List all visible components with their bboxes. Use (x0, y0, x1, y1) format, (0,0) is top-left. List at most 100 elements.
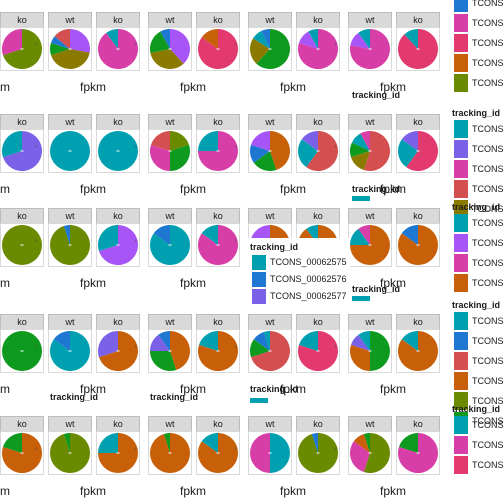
cell-r3-c1-x-axis-label: fpkm (80, 382, 107, 396)
right-legend-3-label-1: TCONS (472, 336, 504, 346)
right-legend-3-label-3: TCONS (472, 376, 504, 386)
small-tracking-title-0: tracking_id (352, 90, 401, 100)
cell-r0-c1-wt-pie-slice-0 (70, 29, 91, 53)
cell-r3-c3-wt-plot-frame (248, 329, 292, 373)
right-legend-3-swatch-2 (454, 352, 468, 370)
right-legend-3-title: tracking_id (452, 300, 501, 310)
cell-r4-c1-ko-pie (98, 433, 138, 473)
floating-legend-swatch-1 (252, 272, 266, 287)
cell-r2-c0-ko-plot-frame (0, 223, 44, 267)
cell-r2-c3-wt-strip-label: wt (248, 208, 292, 224)
right-legend-2-label-3: TCONS (472, 278, 504, 288)
cell-r0-c4-ko-plot-frame (396, 27, 440, 71)
cell-r4-c4-wt-pie-slice-2 (353, 433, 370, 453)
cell-r1-c0-ko-pie (2, 131, 43, 171)
cell-r2-c1-wt-strip-label: wt (48, 208, 92, 224)
cell-r4-c2-wt-strip-label: wt (148, 416, 192, 432)
cell-r0-c2-ko-pie (197, 29, 238, 69)
right-legend-4-swatch-1 (454, 436, 468, 454)
cell-r0-c2-ko-plot-frame (196, 27, 240, 71)
cell-r4-c3-wt-plot-frame (248, 431, 292, 475)
cell-r1-c3-ko-pie-slice-0 (306, 131, 338, 171)
cell-r3-c0-ko-panel: ko (0, 314, 44, 374)
cell-r3-c2-ko-pie (198, 331, 239, 371)
cell-r1-c3-ko-panel: ko (296, 114, 340, 174)
cell-r2-c2-wt-pie (149, 225, 190, 265)
cell-r3-c3-wt-pie-slice-2 (253, 331, 270, 351)
right-legend-1-title: tracking_id (452, 108, 501, 118)
cell-r4-c0-ko-panel: ko (0, 416, 44, 476)
cell-r0-c3-ko-panel: ko (296, 12, 340, 72)
cell-r0-c1-ko-strip-label: ko (96, 12, 140, 28)
cell-r1-c2-ko-strip-label: ko (196, 114, 240, 130)
right-legend-0-swatch-2 (454, 34, 468, 52)
right-legend-2-label-1: TCONS (472, 238, 504, 248)
cell-r1-c4-ko-pie (397, 131, 438, 171)
cell-r4-c3-ko-strip-label: ko (296, 416, 340, 432)
cell-r1-c2-wt-pie-slice-2 (150, 144, 170, 171)
cell-r2-c4-ko-pie-slice-1 (401, 225, 418, 245)
cell-r2-c4-x-axis-label: fpkm (380, 276, 407, 290)
cell-r1-c3-wt-panel: wt (248, 114, 292, 174)
cell-r1-c4-wt-strip-label: wt (348, 114, 392, 130)
cell-r3-c0-ko-plot-frame (0, 329, 44, 373)
cell-r3-c4-x-axis-label: fpkm (380, 382, 407, 396)
cell-r1-c4-wt-plot-frame (348, 129, 392, 173)
cell-r4-c3-ko-pie (298, 433, 339, 473)
cell-r0-c2-wt-plot-frame (148, 27, 192, 71)
cell-r4-c2-wt-panel: wt (148, 416, 192, 476)
cell-r1-c2-wt-panel: wt (148, 114, 192, 174)
cell-r0-c2-wt-pie-slice-3 (160, 28, 170, 49)
cell-r1-c3-ko-pie-slice-1 (297, 139, 318, 168)
cell-r3-c4-wt-strip-label: wt (348, 314, 392, 330)
cell-r0-c2-ko-panel: ko (196, 12, 240, 72)
cell-r4-c2-wt-plot-frame (148, 431, 192, 475)
cell-r2-c4-ko-strip-label: ko (396, 208, 440, 224)
cell-r2-c2-x-axis-label: fpkm (180, 276, 207, 290)
cell-r1-c0-ko-strip-label: ko (0, 114, 44, 130)
cell-r0-c4-ko-strip-label: ko (396, 12, 440, 28)
cell-r0-c0-ko-panel: ko (0, 12, 44, 72)
cell-r3-c2-ko-pie-slice-1 (198, 331, 218, 351)
cell-r3-c2-wt-pie-slice-0 (170, 331, 190, 371)
cell-r4-c3-wt-pie (250, 433, 290, 473)
cell-r0-c4-ko-pie-slice-1 (404, 29, 418, 49)
cell-r1-c2-x-axis-label: fpkm (180, 182, 207, 196)
cell-r2-c4-wt-panel: wt (348, 208, 392, 268)
cell-r3-c4-wt-pie-slice-3 (358, 331, 370, 351)
cell-r0-c4-wt-plot-frame (348, 27, 392, 71)
cell-r0-c3-ko-pie (298, 28, 339, 69)
right-legend-0-label-1: TCONS (472, 18, 504, 28)
cell-r4-c4-wt-pie (349, 433, 391, 473)
cell-r3-c2-wt-pie-slice-3 (158, 331, 170, 351)
cell-r1-c3-wt-plot-frame (248, 129, 292, 173)
cell-r4-c3-wt-strip-label: wt (248, 416, 292, 432)
cell-r4-c0-ko-plot-frame (0, 431, 44, 475)
cell-r2-c4-ko-plot-frame (396, 223, 440, 267)
cell-r1-c0-ko-pie-slice-1 (2, 131, 22, 158)
cell-r1-c2-ko-pie (198, 131, 238, 171)
cell-r2-c2-wt-plot-frame (148, 223, 192, 267)
cell-r3-c4-wt-pie-slice-0 (370, 331, 390, 371)
cell-r0-c0-ko-plot-frame (0, 27, 44, 71)
cell-r4-c0-ko-strip-label: ko (0, 416, 44, 432)
cell-r4-c2-ko-pie-slice-1 (201, 433, 218, 453)
cell-r0-c3-ko-pie-slice-1 (298, 31, 318, 49)
floating-legend-label-1: TCONS_00062576 (270, 274, 347, 284)
cell-r2-c1-x-axis-label: fpkm (80, 276, 107, 290)
cell-r1-c1-wt-pie (50, 131, 90, 171)
cell-r4-c4-ko-panel: ko (396, 416, 440, 476)
cell-r3-c0-ko-pie (2, 331, 42, 371)
cell-r3-c2-ko-plot-frame (196, 329, 240, 373)
cell-r2-c4-wt-strip-label: wt (348, 208, 392, 224)
cell-r3-c2-wt-pie (150, 331, 190, 371)
cell-r4-c4-wt-panel: wt (348, 416, 392, 476)
cell-r0-c1-x-axis-label: fpkm (80, 80, 107, 94)
cell-r3-c1-ko-panel: ko (96, 314, 140, 374)
cell-r4-c0-x-axis-label: fpkm (0, 484, 11, 498)
cell-r1-c4-ko-pie-slice-1 (397, 139, 418, 168)
cell-r3-c0-ko-strip-label: ko (0, 314, 44, 330)
small-legend-bar-1 (352, 296, 370, 301)
cell-r4-c3-x-axis-label: fpkm (280, 484, 307, 498)
cell-r2-c1-wt-pie (50, 225, 91, 265)
